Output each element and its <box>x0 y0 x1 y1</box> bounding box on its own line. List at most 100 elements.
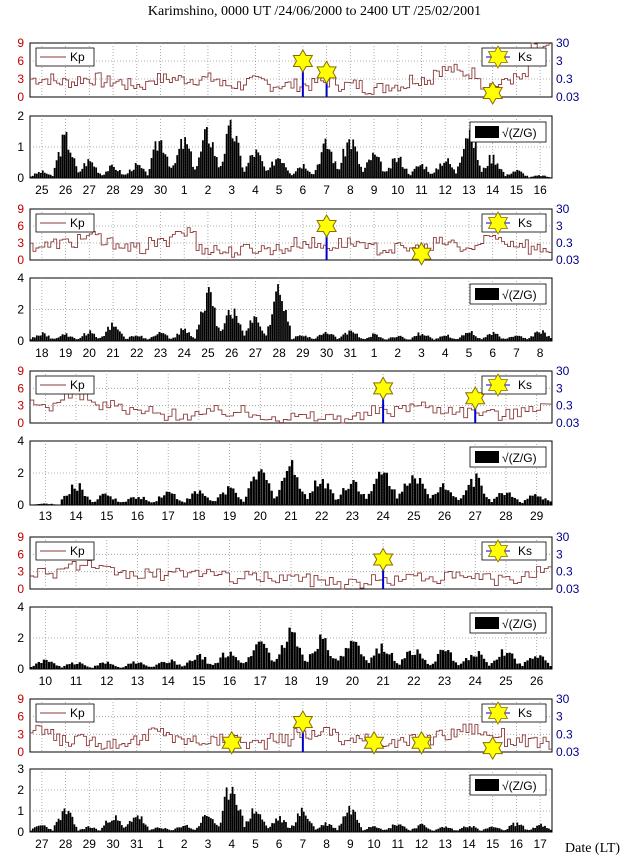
date-tick-label: 23 <box>346 509 360 523</box>
zg-bar <box>443 335 446 341</box>
ks-legend-label: Ks <box>518 50 532 64</box>
zg-bar <box>484 828 487 832</box>
zg-bar <box>398 664 401 669</box>
zg-bar <box>514 171 517 178</box>
zg-bar <box>522 337 525 341</box>
zg-bar <box>441 483 445 505</box>
zg-bar <box>294 336 297 341</box>
zg-bar <box>492 154 495 178</box>
zg-bar <box>306 818 309 832</box>
zg-bar <box>405 168 408 178</box>
zg-bar <box>364 167 366 178</box>
zg-bar <box>542 175 544 178</box>
date-tick-label: 24 <box>178 346 192 360</box>
zg-bar <box>358 337 361 341</box>
zg-bar <box>241 815 244 832</box>
zg-bar <box>301 654 304 669</box>
zg-bar <box>255 644 258 669</box>
zg-bar <box>459 498 463 505</box>
zg-bar <box>201 493 204 505</box>
kp-series-line <box>30 387 552 424</box>
zg-bar <box>250 481 253 505</box>
zg-bar <box>449 337 451 341</box>
kp-legend-label: Kp <box>70 216 85 230</box>
zg-bar <box>219 494 222 505</box>
zg-bar <box>329 489 332 505</box>
zg-bar <box>475 473 478 505</box>
zg-bar <box>516 663 519 669</box>
zg-bar <box>504 338 507 341</box>
zg-bar <box>409 830 412 832</box>
zg-bar <box>310 823 313 832</box>
zg-bar <box>164 154 167 178</box>
zg-bar <box>247 488 250 505</box>
zg-bar <box>531 495 534 505</box>
zg-bar <box>472 656 475 669</box>
zg-bar <box>324 822 327 832</box>
kp-tick-label: 0 <box>17 416 24 430</box>
zg-bar <box>372 483 376 505</box>
zg-bar <box>415 166 418 178</box>
zg-bar <box>86 496 89 505</box>
zg-bar <box>449 827 451 832</box>
zg-tick-label: 2 <box>17 109 24 123</box>
zg-bar <box>287 321 289 341</box>
zg-bar <box>518 170 521 178</box>
zg-bar <box>397 157 400 178</box>
zg-bar <box>451 338 453 341</box>
zg-bar <box>261 819 264 832</box>
zg-bar <box>391 158 394 178</box>
zg-bar <box>298 647 301 669</box>
zg-bar <box>454 662 458 669</box>
zg-bar <box>449 164 451 178</box>
zg-bar <box>117 820 119 832</box>
zg-bar <box>186 332 188 341</box>
zg-bar <box>196 166 198 178</box>
zg-bar <box>454 497 458 505</box>
ks-tick-label: 0.3 <box>556 72 573 86</box>
kp-legend-label: Kp <box>70 706 85 720</box>
zg-bar <box>106 495 110 505</box>
zg-bar <box>160 332 163 341</box>
zg-bar <box>536 825 538 832</box>
zg-bar <box>170 167 173 178</box>
zg-bar <box>370 336 372 341</box>
zg-bar <box>69 336 72 341</box>
zg-tick-label: 0 <box>17 498 24 512</box>
date-tick-label: 31 <box>130 837 144 851</box>
zg-bar <box>304 168 307 178</box>
zg-bar <box>520 336 523 341</box>
zg-bar <box>87 159 90 178</box>
zg-bar <box>165 663 168 669</box>
zg-bar <box>293 632 296 669</box>
zg-bar <box>174 163 177 178</box>
zg-bar <box>490 163 493 178</box>
date-tick-label: 14 <box>462 837 476 851</box>
zg-bar <box>366 338 368 341</box>
zg-bar <box>324 638 327 669</box>
zg-bar <box>170 493 174 505</box>
zg-legend-swatch <box>475 617 499 629</box>
zg-tick-label: 4 <box>17 434 24 448</box>
zg-bar <box>190 336 192 341</box>
zg-bar <box>480 654 483 669</box>
zg-bar <box>214 501 217 505</box>
zg-bar <box>316 828 319 832</box>
zg-bar <box>472 486 475 505</box>
zg-bar <box>51 338 54 341</box>
zg-bar <box>328 334 331 341</box>
zg-bar <box>130 336 133 341</box>
zg-bar <box>426 494 429 505</box>
zg-bar <box>91 501 94 505</box>
zg-bar <box>118 331 121 341</box>
zg-bar <box>360 494 363 505</box>
zg-bar <box>427 335 430 341</box>
zg-bar <box>465 490 468 505</box>
zg-bar <box>281 301 283 341</box>
kp-legend-label: Kp <box>70 50 85 64</box>
zg-bar <box>393 158 396 178</box>
zg-bar <box>150 502 153 505</box>
